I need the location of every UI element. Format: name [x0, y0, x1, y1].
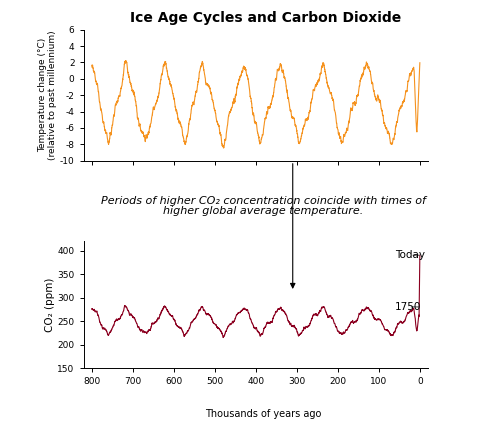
- Text: Ice Age Cycles and Carbon Dioxide: Ice Age Cycles and Carbon Dioxide: [130, 11, 401, 25]
- Text: 1750: 1750: [395, 302, 422, 312]
- Y-axis label: Temperature change (°C)
(relative to past millennium): Temperature change (°C) (relative to pas…: [38, 30, 57, 160]
- Text: higher global average temperature.: higher global average temperature.: [163, 206, 364, 216]
- Text: Thousands of years ago: Thousands of years ago: [205, 409, 321, 419]
- Text: Today: Today: [395, 250, 425, 260]
- Text: Periods of higher CO₂ concentration coincide with times of: Periods of higher CO₂ concentration coin…: [101, 196, 426, 206]
- Y-axis label: CO₂ (ppm): CO₂ (ppm): [45, 277, 55, 332]
